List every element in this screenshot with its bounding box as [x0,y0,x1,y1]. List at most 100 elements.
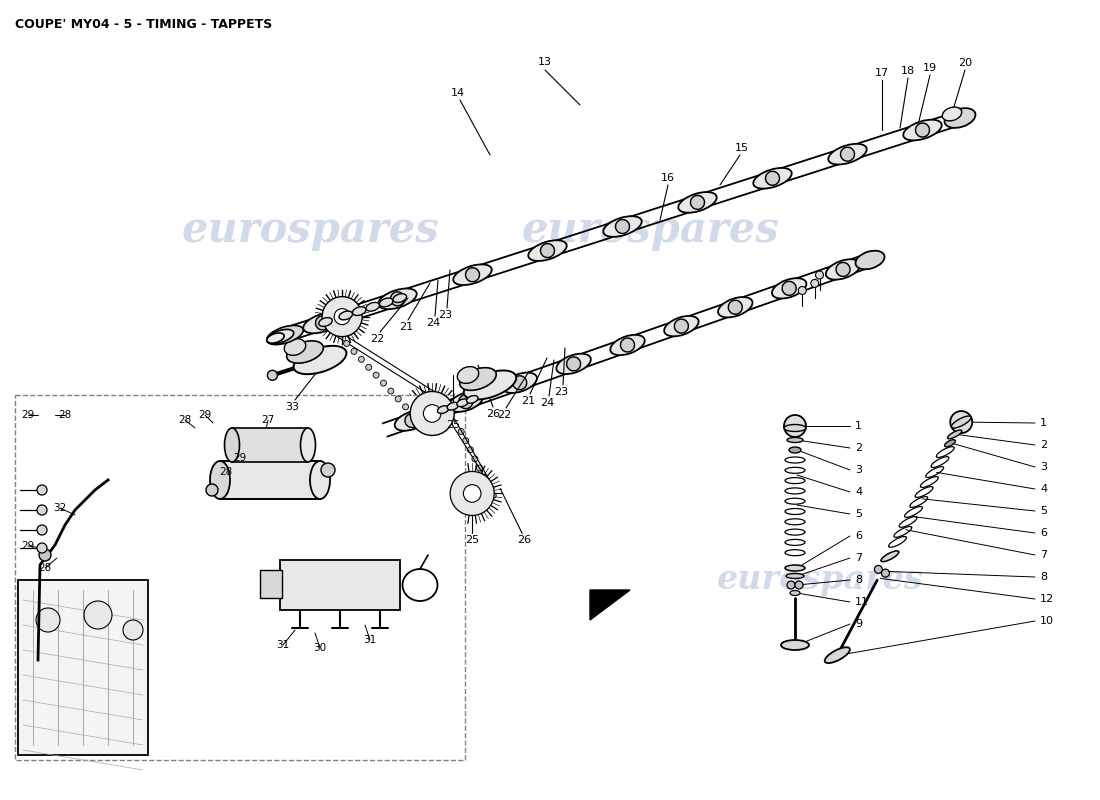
Circle shape [410,391,454,435]
Text: 24: 24 [426,318,440,328]
Text: 31: 31 [276,640,289,650]
Text: 28: 28 [219,467,232,477]
Text: 4: 4 [1040,484,1047,494]
Ellipse shape [540,244,554,258]
Circle shape [476,465,483,471]
Ellipse shape [915,123,930,137]
Ellipse shape [319,318,332,326]
Ellipse shape [754,168,792,189]
Circle shape [37,525,47,535]
Circle shape [373,372,380,378]
Bar [260,570,282,598]
Text: 25: 25 [446,420,460,430]
Text: 28: 28 [39,563,52,573]
Ellipse shape [456,399,469,406]
Ellipse shape [786,574,804,578]
Text: 21: 21 [521,396,535,406]
Ellipse shape [828,144,867,165]
Ellipse shape [503,373,537,393]
Circle shape [36,608,60,632]
Circle shape [359,356,364,362]
Circle shape [468,446,473,453]
Circle shape [950,411,972,433]
Text: 3: 3 [1040,462,1047,472]
Ellipse shape [836,262,850,277]
Text: 7: 7 [855,553,862,563]
Circle shape [491,493,496,498]
Ellipse shape [566,357,581,371]
Ellipse shape [266,326,304,345]
Text: 5: 5 [855,509,862,519]
Text: COUPE' MY04 - 5 - TIMING - TAPPETS: COUPE' MY04 - 5 - TIMING - TAPPETS [15,18,273,31]
Ellipse shape [304,313,342,334]
Ellipse shape [790,590,800,595]
Ellipse shape [557,354,591,374]
Ellipse shape [210,461,230,499]
Text: eurospares: eurospares [182,209,439,251]
Text: 2: 2 [855,443,862,453]
Text: 30: 30 [314,643,327,653]
Circle shape [485,483,492,490]
Ellipse shape [674,319,689,333]
Circle shape [322,297,362,337]
Text: 2: 2 [1040,440,1047,450]
Text: 7: 7 [1040,550,1047,560]
Circle shape [463,438,469,444]
Ellipse shape [826,259,860,280]
Ellipse shape [449,391,483,412]
Text: 8: 8 [855,575,862,585]
Ellipse shape [782,282,796,295]
Text: 3: 3 [855,465,862,475]
Text: 32: 32 [54,503,67,513]
Ellipse shape [945,108,976,128]
Text: 21: 21 [399,322,414,332]
Ellipse shape [513,376,527,390]
Text: 20: 20 [958,58,972,68]
Text: 31: 31 [363,635,376,645]
Text: 25: 25 [465,535,480,546]
Text: 23: 23 [554,387,568,397]
Text: 1: 1 [1040,418,1047,428]
Ellipse shape [786,438,803,442]
Text: 22: 22 [370,334,384,344]
Text: 26: 26 [486,409,500,419]
Ellipse shape [284,338,306,355]
Ellipse shape [453,264,492,285]
Bar [15,395,465,760]
Ellipse shape [784,425,806,431]
Circle shape [334,309,350,325]
Ellipse shape [379,298,393,307]
Circle shape [395,396,402,402]
Circle shape [37,505,47,515]
Ellipse shape [610,335,645,355]
Circle shape [463,485,481,502]
Ellipse shape [287,341,323,363]
Ellipse shape [718,297,752,318]
Ellipse shape [393,294,407,302]
Ellipse shape [772,278,806,298]
Ellipse shape [405,414,419,427]
Circle shape [37,543,47,553]
Text: 8: 8 [1040,572,1047,582]
Text: 1: 1 [855,421,862,431]
Ellipse shape [785,565,805,571]
Text: 16: 16 [661,173,675,183]
Text: 26: 26 [517,535,531,546]
Bar [232,428,308,462]
Circle shape [365,364,372,370]
Text: 29: 29 [21,541,34,551]
Ellipse shape [664,316,698,336]
Text: 29: 29 [198,410,211,420]
Circle shape [351,348,358,354]
Ellipse shape [267,333,284,343]
Ellipse shape [390,292,405,306]
Circle shape [84,601,112,629]
Ellipse shape [464,370,516,399]
Text: eurospares: eurospares [207,563,414,597]
Text: 29: 29 [233,453,246,463]
Text: 24: 24 [540,398,554,408]
Text: 13: 13 [538,57,552,67]
Circle shape [403,404,408,410]
Text: 22: 22 [497,410,512,420]
Ellipse shape [300,428,316,462]
